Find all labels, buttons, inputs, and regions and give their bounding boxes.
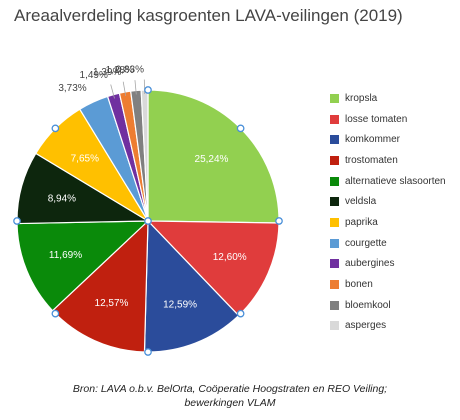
selection-handle[interactable]	[144, 86, 152, 94]
legend: kropsla losse tomaten komkommer trostomaten…	[330, 88, 446, 336]
data-label-bonen: 1,39%	[93, 67, 121, 78]
legend-item-paprika: paprika	[330, 212, 446, 233]
legend-swatch	[330, 238, 339, 248]
legend-item-veldsla: veldsla	[330, 191, 446, 212]
legend-swatch	[330, 176, 339, 186]
selection-handle[interactable]	[51, 309, 60, 318]
legend-item-komkommer: komkommer	[330, 129, 446, 150]
legend-swatch	[330, 280, 339, 290]
legend-label: veldsla	[345, 196, 377, 208]
legend-label: losse tomaten	[345, 113, 408, 125]
leader-line-aubergines	[110, 84, 115, 99]
legend-label: komkommer	[345, 134, 401, 146]
legend-swatch	[330, 321, 339, 331]
legend-label: alternatieve slasoorten	[345, 175, 446, 187]
legend-label: trostomaten	[345, 154, 398, 166]
data-label-komkommer: 12,59%	[163, 300, 197, 311]
legend-swatch	[330, 155, 339, 165]
data-label-kropsla: 25,24%	[195, 154, 229, 165]
legend-item-bloemkool: bloemkool	[330, 295, 446, 316]
selection-handle[interactable]	[236, 124, 245, 133]
legend-swatch	[330, 259, 339, 269]
data-label-veldsla: 8,94%	[48, 194, 76, 205]
legend-swatch	[330, 217, 339, 227]
legend-item-alternatieve-slasoorten: alternatieve slasoorten	[330, 171, 446, 192]
selection-handle[interactable]	[51, 124, 60, 133]
selection-handle[interactable]	[13, 217, 21, 225]
source-line-1: Bron: LAVA o.b.v. BelOrta, Coöperatie Ho…	[72, 383, 388, 395]
legend-swatch	[330, 114, 339, 124]
legend-swatch	[330, 135, 339, 145]
selection-handle[interactable]	[275, 217, 283, 225]
data-label-bloemkool: 1,28%	[106, 65, 134, 76]
legend-swatch	[330, 197, 339, 207]
pie-chart[interactable]: 25,24% 12,60% 12,59% 12,57% 11,69% 8,94% 7,65%…	[0, 0, 460, 380]
legend-label: bonen	[345, 279, 373, 291]
legend-label: courgette	[345, 237, 387, 249]
data-label-aubergines: 1,49%	[80, 70, 108, 81]
legend-label: kropsla	[345, 92, 378, 104]
chart-title: Areaalverdeling kasgroenten LAVA-veiling…	[14, 6, 403, 25]
legend-item-aubergines: aubergines	[330, 254, 446, 275]
legend-item-asperges: asperges	[330, 316, 446, 337]
legend-item-kropsla: kropsla	[330, 88, 446, 109]
data-label-paprika: 7,65%	[71, 154, 99, 165]
data-label-courgette: 3,73%	[58, 83, 86, 94]
data-label-losse-tomaten: 12,60%	[213, 252, 247, 263]
source-note: Bron: LAVA o.b.v. BelOrta, Coöperatie Ho…	[0, 382, 460, 410]
legend-swatch	[330, 300, 339, 310]
data-label-asperges: 0,83%	[116, 65, 144, 76]
leader-line-bonen	[122, 81, 127, 96]
selection-handle-center[interactable]	[144, 217, 152, 225]
data-label-trostomaten: 12,57%	[95, 298, 129, 309]
legend-item-bonen: bonen	[330, 274, 446, 295]
legend-item-losse-tomaten: losse tomaten	[330, 109, 446, 130]
legend-label: paprika	[345, 216, 378, 228]
leader-line-bloemkool	[134, 80, 137, 95]
selection-handle[interactable]	[144, 348, 152, 356]
legend-item-courgette: courgette	[330, 233, 446, 254]
source-line-2: bewerkingen VLAM	[184, 397, 276, 409]
legend-label: aubergines	[345, 258, 395, 270]
data-label-alternatieve-slasoorten: 11,69%	[49, 250, 82, 261]
pie-slice-alternatieve-slasoorten[interactable]	[16, 220, 150, 312]
legend-swatch	[330, 93, 339, 103]
legend-label: bloemkool	[345, 299, 391, 311]
legend-label: asperges	[345, 320, 387, 332]
legend-item-trostomaten: trostomaten	[330, 150, 446, 171]
selection-handle[interactable]	[236, 309, 245, 318]
